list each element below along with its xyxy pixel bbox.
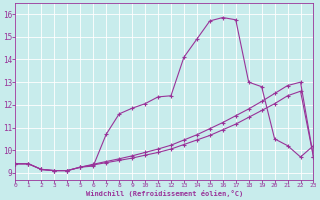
X-axis label: Windchill (Refroidissement éolien,°C): Windchill (Refroidissement éolien,°C) [86,190,243,197]
